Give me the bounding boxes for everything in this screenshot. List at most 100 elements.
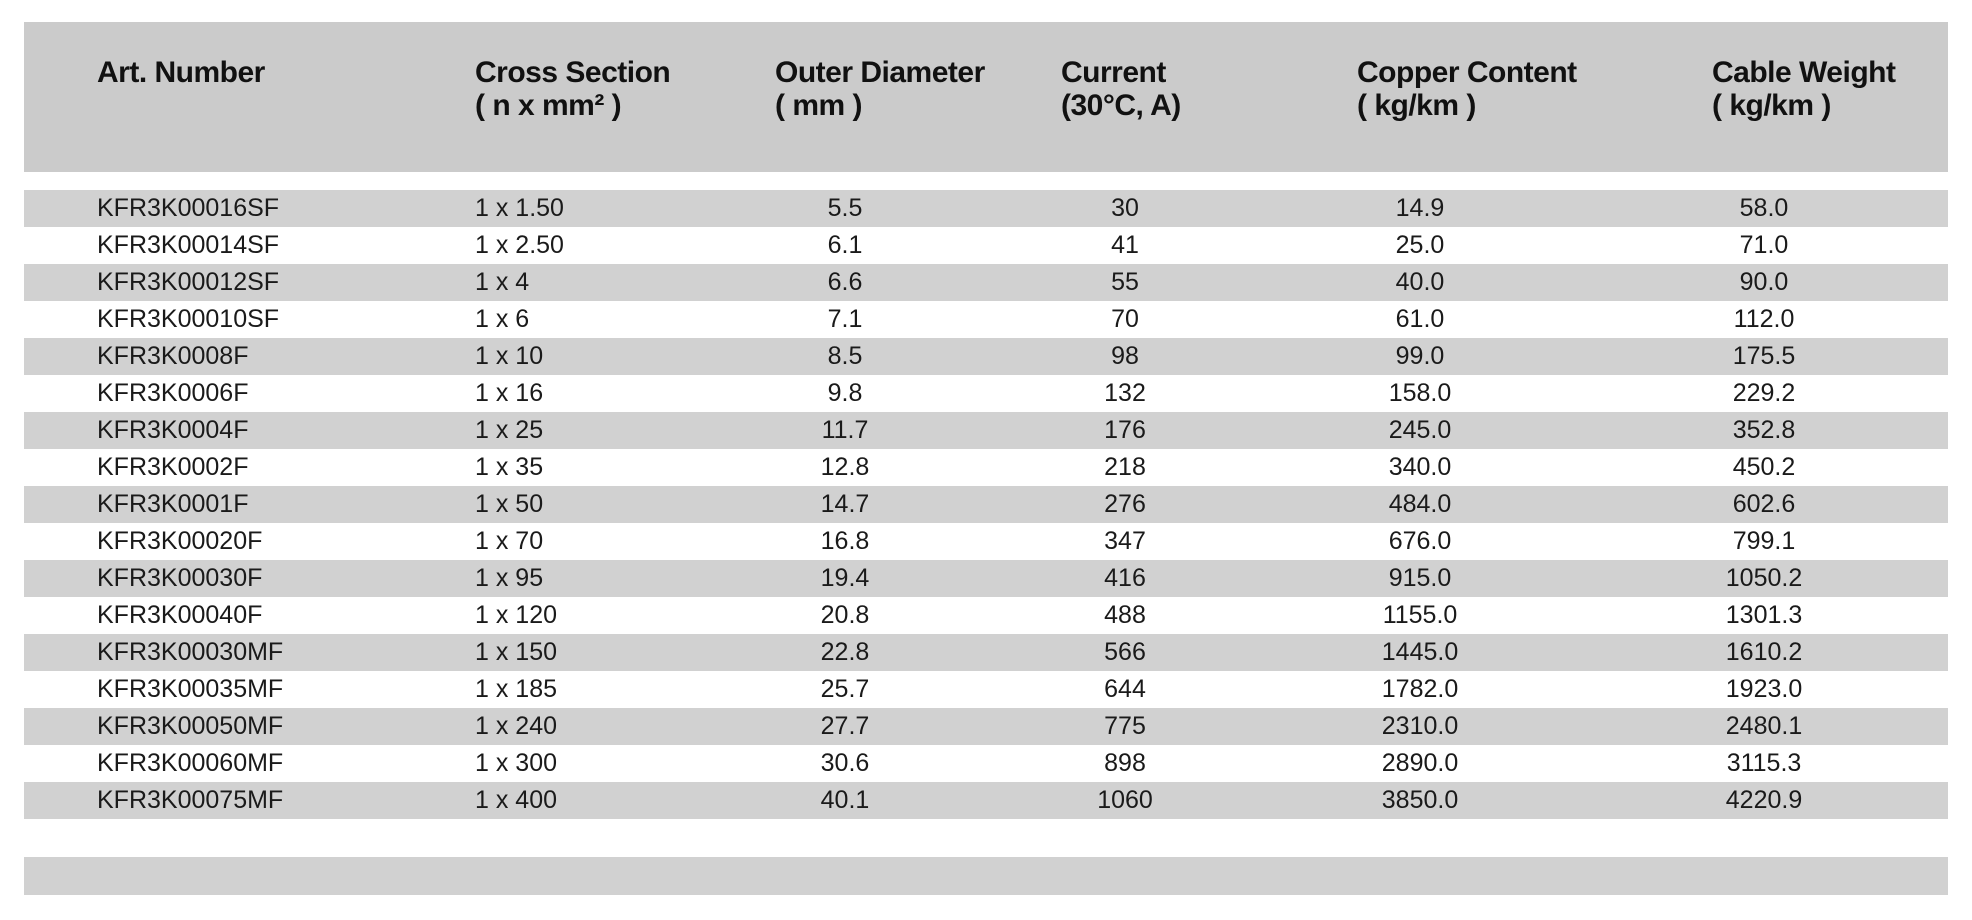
table-cell-cable-weight: 1050.2 — [1725, 564, 1803, 592]
table-cell-outer-diameter: 19.4 — [820, 564, 870, 592]
table-cell-cable-weight: 3115.3 — [1726, 749, 1802, 777]
table-cell-outer-diameter: 6.1 — [827, 231, 863, 259]
table-cell-current: 416 — [1104, 564, 1146, 592]
table-cell-cross-section: 1 x 1.50 — [475, 194, 564, 222]
table-row: KFR3K00014SF 1 x 2.50 6.1 41 25.0 71.0 — [24, 227, 1948, 264]
table-row: KFR3K00075MF 1 x 400 40.1 1060 3850.0 42… — [24, 782, 1948, 819]
table-cell-current: 347 — [1104, 527, 1146, 555]
table-cell-current: 488 — [1104, 601, 1146, 629]
table-cell-copper-content: 25.0 — [1395, 231, 1445, 259]
table-cell-cross-section: 1 x 6 — [475, 305, 530, 333]
table-cell-art-number: KFR3K00060MF — [97, 749, 284, 777]
table-cell-cable-weight: 450.2 — [1732, 453, 1796, 481]
column-header-current: Current (30°C, A) — [990, 22, 1260, 122]
table-cell-outer-diameter: 30.6 — [820, 749, 870, 777]
table-cell-art-number: KFR3K00050MF — [97, 712, 284, 740]
table-cell-copper-content: 40.0 — [1395, 268, 1445, 296]
column-header-cable-weight: Cable Weight ( kg/km ) — [1580, 22, 1948, 122]
table-cell-cable-weight: 90.0 — [1739, 268, 1789, 296]
table-cell-current: 30 — [1111, 194, 1139, 222]
table-cell-art-number: KFR3K0001F — [97, 490, 249, 518]
column-header-art-number: Art. Number — [24, 22, 440, 89]
table-cell-current: 1060 — [1097, 786, 1153, 814]
table-row: KFR3K00050MF 1 x 240 27.7 775 2310.0 248… — [24, 708, 1948, 745]
table-cell-outer-diameter: 22.8 — [820, 638, 870, 666]
column-unit: (30°C, A) — [1061, 89, 1181, 122]
table-cell-cross-section: 1 x 25 — [475, 416, 544, 444]
table-cell-art-number: KFR3K0008F — [97, 342, 249, 370]
table-cell-copper-content: 99.0 — [1395, 342, 1445, 370]
table-cell-cable-weight: 229.2 — [1732, 379, 1796, 407]
table-cell-cross-section: 1 x 35 — [475, 453, 544, 481]
table-cell-outer-diameter: 40.1 — [820, 786, 870, 814]
table-cell-outer-diameter: 20.8 — [820, 601, 870, 629]
table-row: KFR3K00012SF 1 x 4 6.6 55 40.0 90.0 — [24, 264, 1948, 301]
table-cell-current: 566 — [1104, 638, 1146, 666]
column-title: Cross Section — [475, 56, 671, 89]
table-cell-current: 41 — [1111, 231, 1139, 259]
table-cell-art-number: KFR3K00016SF — [97, 194, 280, 222]
table-cell-current: 898 — [1104, 749, 1146, 777]
column-header-cross-section: Cross Section ( n x mm² ) — [440, 22, 700, 122]
table-row: KFR3K00030MF 1 x 150 22.8 566 1445.0 161… — [24, 634, 1948, 671]
table-cell-art-number: KFR3K00035MF — [97, 675, 284, 703]
table-cell-cable-weight: 799.1 — [1732, 527, 1796, 555]
table-cell-art-number: KFR3K00040F — [97, 601, 263, 629]
table-cell-art-number: KFR3K00014SF — [97, 231, 280, 259]
table-cell-cable-weight: 352.8 — [1732, 416, 1796, 444]
table-cell-copper-content: 340.0 — [1388, 453, 1452, 481]
table-cell-art-number: KFR3K00075MF — [97, 786, 284, 814]
table-cell-cable-weight: 2480.1 — [1725, 712, 1803, 740]
table-cell-art-number: KFR3K0006F — [97, 379, 249, 407]
table-cell-copper-content: 1782.0 — [1381, 675, 1459, 703]
table-row: KFR3K00060MF 1 x 300 30.6 898 2890.0 311… — [24, 745, 1948, 782]
table-cell-current: 70 — [1111, 305, 1139, 333]
column-title: Copper Content — [1357, 56, 1577, 89]
table-cell-cable-weight: 58.0 — [1739, 194, 1789, 222]
table-row: KFR3K00040F 1 x 120 20.8 488 1155.0 1301… — [24, 597, 1948, 634]
table-cell-cross-section: 1 x 95 — [475, 564, 544, 592]
table-row: KFR3K00020F 1 x 70 16.8 347 676.0 799.1 — [24, 523, 1948, 560]
table-cell-copper-content: 2890.0 — [1381, 749, 1459, 777]
table-cell-current: 98 — [1111, 342, 1139, 370]
table-cell-cable-weight: 4220.9 — [1725, 786, 1803, 814]
table-cell-cross-section: 1 x 120 — [475, 601, 558, 629]
table-cell-cross-section: 1 x 300 — [475, 749, 558, 777]
table-cell-outer-diameter: 14.7 — [820, 490, 870, 518]
empty-footer-bar — [24, 857, 1948, 895]
table-cell-cable-weight: 71.0 — [1739, 231, 1789, 259]
table-cell-current: 132 — [1104, 379, 1146, 407]
column-header-outer-diameter: Outer Diameter ( mm ) — [700, 22, 990, 122]
table-row: KFR3K0002F 1 x 35 12.8 218 340.0 450.2 — [24, 449, 1948, 486]
column-title: Outer Diameter — [775, 56, 985, 89]
table-cell-outer-diameter: 8.5 — [827, 342, 863, 370]
column-title: Current — [1061, 56, 1166, 89]
table-cell-outer-diameter: 7.1 — [827, 305, 863, 333]
table-cell-outer-diameter: 6.6 — [827, 268, 863, 296]
table-cell-art-number: KFR3K00020F — [97, 527, 263, 555]
table-row: KFR3K00016SF 1 x 1.50 5.5 30 14.9 58.0 — [24, 190, 1948, 227]
table-cell-cross-section: 1 x 50 — [475, 490, 544, 518]
table-cell-outer-diameter: 25.7 — [820, 675, 870, 703]
table-cell-cross-section: 1 x 4 — [475, 268, 530, 296]
table-row: KFR3K0004F 1 x 25 11.7 176 245.0 352.8 — [24, 412, 1948, 449]
table-cell-copper-content: 1445.0 — [1381, 638, 1459, 666]
column-header-copper-content: Copper Content ( kg/km ) — [1260, 22, 1580, 122]
table-cell-art-number: KFR3K00030F — [97, 564, 263, 592]
table-cell-outer-diameter: 9.8 — [827, 379, 863, 407]
table-row: KFR3K00010SF 1 x 6 7.1 70 61.0 112.0 — [24, 301, 1948, 338]
table-cell-cross-section: 1 x 185 — [475, 675, 558, 703]
table-row: KFR3K00030F 1 x 95 19.4 416 915.0 1050.2 — [24, 560, 1948, 597]
table-row: KFR3K0008F 1 x 10 8.5 98 99.0 175.5 — [24, 338, 1948, 375]
table-cell-art-number: KFR3K00012SF — [97, 268, 280, 296]
table-cell-art-number: KFR3K00010SF — [97, 305, 280, 333]
table-cell-cable-weight: 1923.0 — [1725, 675, 1803, 703]
table-cell-copper-content: 484.0 — [1388, 490, 1452, 518]
table-cell-cable-weight: 602.6 — [1732, 490, 1796, 518]
table-cell-cable-weight: 1610.2 — [1725, 638, 1803, 666]
table-cell-cable-weight: 175.5 — [1732, 342, 1796, 370]
table-cell-current: 775 — [1104, 712, 1146, 740]
table-cell-outer-diameter: 16.8 — [820, 527, 870, 555]
table-header-row: Art. Number Cross Section ( n x mm² ) Ou… — [24, 22, 1948, 172]
table-cell-copper-content: 676.0 — [1388, 527, 1452, 555]
